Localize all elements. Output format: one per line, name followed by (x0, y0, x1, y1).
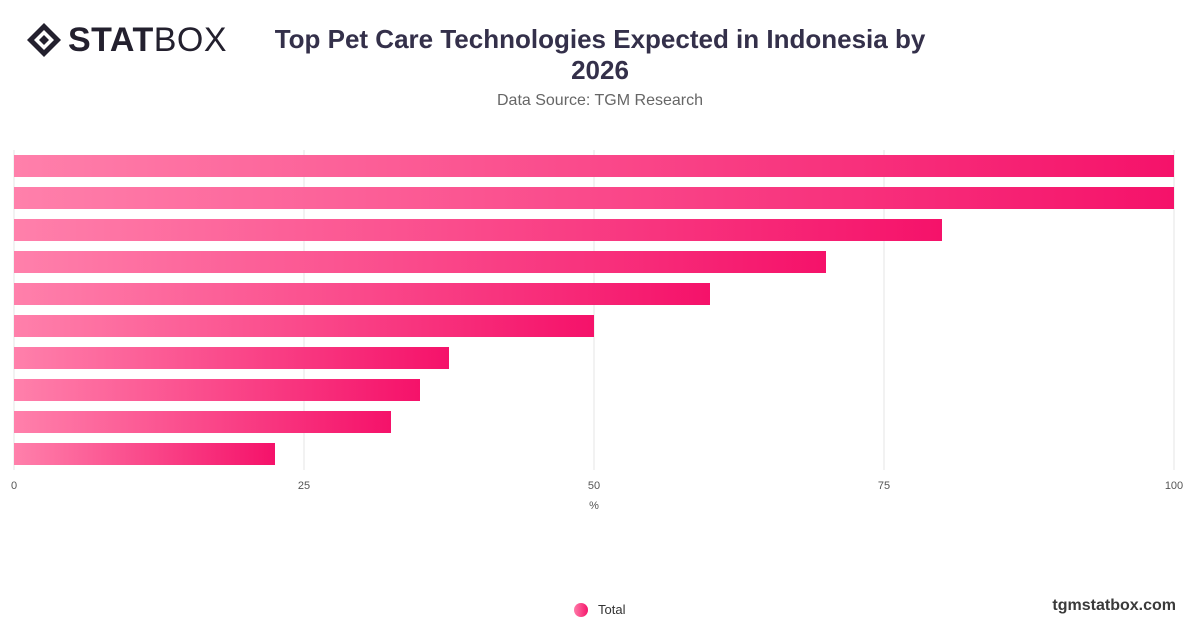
bar[interactable] (14, 443, 275, 465)
logo-wordmark: STATBOX (68, 22, 227, 58)
chart-subtitle: Data Source: TGM Research (496, 92, 703, 109)
bar[interactable] (14, 411, 391, 433)
bar[interactable] (14, 219, 942, 241)
x-tick-label: 0 (11, 480, 17, 492)
logo-light-text: BOX (153, 21, 228, 59)
bar[interactable] (14, 379, 420, 401)
bar-chart: 0 25 50 75 100 % (11, 150, 1183, 512)
legend-item-total[interactable]: Total (574, 602, 625, 617)
bar[interactable] (14, 315, 594, 337)
diamond-logo-icon (27, 23, 61, 57)
bar[interactable] (14, 187, 1174, 209)
x-tick-label: 75 (878, 480, 890, 492)
bar[interactable] (14, 283, 710, 305)
x-tick-label: 25 (298, 480, 310, 492)
x-tick-label: 50 (588, 480, 600, 492)
bar[interactable] (14, 347, 449, 369)
logo-bold-text: STAT (68, 21, 154, 59)
bars (14, 155, 1174, 465)
legend-label: Total (598, 602, 626, 617)
bar[interactable] (14, 251, 826, 273)
bar[interactable] (14, 155, 1174, 177)
x-axis-label: % (589, 500, 599, 512)
legend-swatch-icon (574, 602, 588, 617)
x-tick-label: 100 (1165, 480, 1183, 492)
x-axis-ticks: 0 25 50 75 100 (11, 480, 1183, 492)
chart-title: Top Pet Care Technologies Expected in In… (274, 24, 926, 85)
site-credit: tgmstatbox.com (1052, 597, 1176, 614)
statbox-logo: STATBOX (26, 22, 227, 58)
